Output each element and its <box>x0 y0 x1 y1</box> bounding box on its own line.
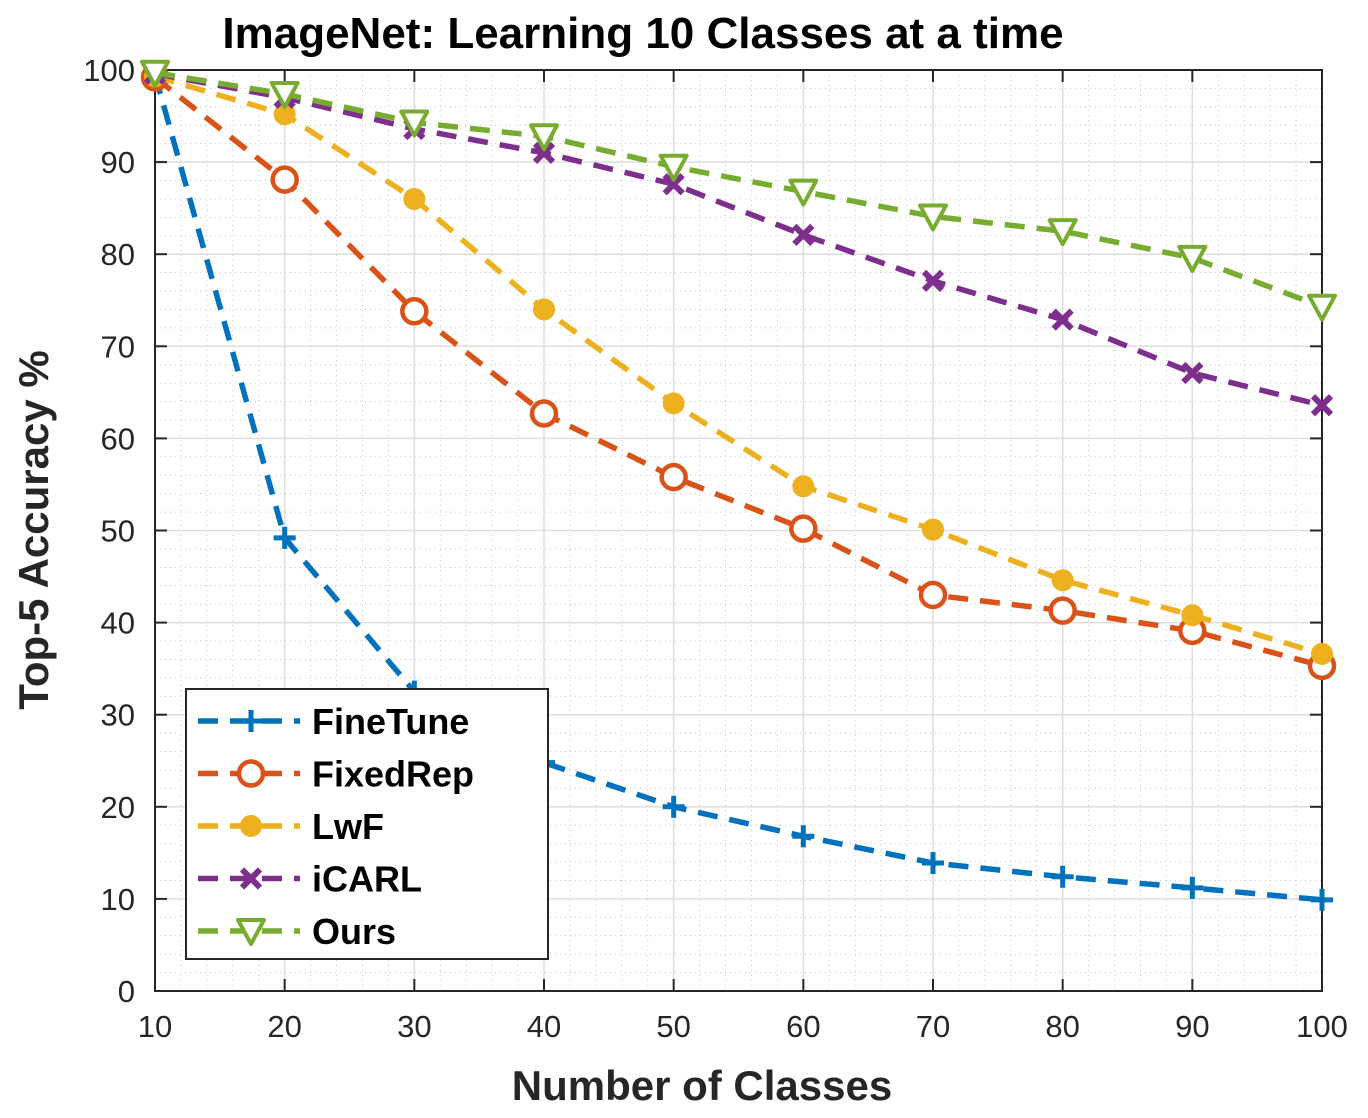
data-point-icarl <box>792 223 815 246</box>
data-point-finetune <box>792 825 815 848</box>
data-point-finetune <box>1311 888 1333 911</box>
y-tick-label: 80 <box>101 237 135 272</box>
y-tick-label: 100 <box>83 53 135 88</box>
legend-item-lwf: LwF <box>198 806 384 847</box>
data-point-ours <box>1307 293 1337 322</box>
x-tick-label: 30 <box>397 1009 431 1044</box>
legend-label-finetune: FineTune <box>312 701 469 742</box>
legend-marker-icarl <box>239 867 263 890</box>
y-tick-label: 0 <box>118 974 135 1009</box>
x-tick-label: 90 <box>1175 1009 1209 1044</box>
legend-item-ours: Ours <box>198 911 396 952</box>
legend-item-icarl: iCARL <box>198 859 422 900</box>
tick-labels: 10 20 30 40 50 60 70 80 90 1000102030405060708090… <box>83 53 1348 1044</box>
x-tick-label: 80 <box>1045 1009 1079 1044</box>
data-point-lwf <box>922 518 944 541</box>
series-ours <box>140 59 1337 322</box>
y-tick-label: 70 <box>101 329 135 364</box>
data-point-fixedrep <box>659 462 688 492</box>
data-point-icarl <box>1181 361 1204 385</box>
data-point-fixedrep <box>1048 596 1077 625</box>
data-point-ours <box>788 178 819 207</box>
series-lwf <box>144 65 1333 665</box>
data-point-finetune <box>662 795 685 818</box>
data-point-finetune <box>273 526 296 549</box>
legend: FineTune FixedRep LwF iCARL Ours <box>185 688 549 960</box>
series-line-icarl <box>154 70 1323 408</box>
legend-marker-ours <box>236 918 266 946</box>
y-axis-label: Top-5 Accuracy % <box>10 350 57 709</box>
data-point-fixedrep <box>400 297 429 326</box>
x-tick-label: 40 <box>527 1009 561 1044</box>
y-tick-label: 50 <box>101 514 135 549</box>
y-tick-label: 30 <box>101 698 135 733</box>
y-tick-label: 10 <box>101 882 135 917</box>
data-point-lwf <box>792 475 815 498</box>
data-point-fixedrep <box>529 399 559 428</box>
series-line-finetune <box>152 73 1323 903</box>
x-tick-label: 20 <box>267 1009 301 1044</box>
data-point-icarl <box>921 269 945 293</box>
series-layer <box>140 59 1337 911</box>
data-point-finetune <box>1051 865 1074 888</box>
legend-item-finetune: FineTune <box>198 701 469 742</box>
data-point-icarl <box>662 173 685 196</box>
y-tick-label: 20 <box>101 790 135 825</box>
y-tick-label: 90 <box>101 145 135 180</box>
data-point-ours <box>1177 244 1208 273</box>
data-point-finetune <box>1181 876 1204 899</box>
series-icarl <box>143 62 1334 417</box>
legend-marker-finetune <box>240 710 262 732</box>
series-line-fixedrep <box>153 75 1323 669</box>
x-tick-label: 60 <box>786 1009 820 1044</box>
data-point-lwf <box>1051 569 1074 592</box>
data-point-ours <box>399 109 430 138</box>
legend-label-icarl: iCARL <box>312 859 422 900</box>
x-tick-label: 100 <box>1296 1009 1348 1044</box>
legend-item-fixedrep: FixedRep <box>198 754 474 795</box>
data-point-lwf <box>662 392 685 415</box>
x-axis-label: Number of Classes <box>512 1062 892 1109</box>
legend-label-lwf: LwF <box>312 806 384 847</box>
data-point-ours <box>1047 218 1078 247</box>
x-tick-label: 50 <box>656 1009 690 1044</box>
legend-marker-fixedrep <box>236 759 266 788</box>
data-point-lwf <box>403 187 426 210</box>
data-point-fixedrep <box>270 165 299 194</box>
y-tick-label: 40 <box>101 606 135 641</box>
data-point-ours <box>140 59 170 88</box>
data-point-ours <box>269 80 300 109</box>
data-point-fixedrep <box>918 580 948 610</box>
x-tick-label: 10 <box>138 1009 172 1044</box>
y-tick-label: 60 <box>101 421 135 456</box>
data-point-finetune <box>922 851 944 874</box>
data-point-icarl <box>532 141 556 165</box>
x-tick-label: 70 <box>916 1009 950 1044</box>
data-point-lwf <box>1181 604 1204 627</box>
chart-title: ImageNet: Learning 10 Classes at a time <box>222 9 1063 58</box>
data-point-icarl <box>1310 394 1334 417</box>
legend-label-ours: Ours <box>312 911 396 952</box>
data-point-lwf <box>1311 642 1333 665</box>
data-point-fixedrep <box>789 514 818 543</box>
data-point-ours <box>658 153 689 182</box>
legend-label-fixedrep: FixedRep <box>312 754 474 795</box>
data-point-icarl <box>1051 308 1074 331</box>
data-point-ours <box>918 203 948 232</box>
data-point-ours <box>529 123 559 152</box>
series-line-ours <box>154 70 1323 310</box>
data-point-lwf <box>533 298 555 321</box>
legend-marker-lwf <box>240 815 262 837</box>
